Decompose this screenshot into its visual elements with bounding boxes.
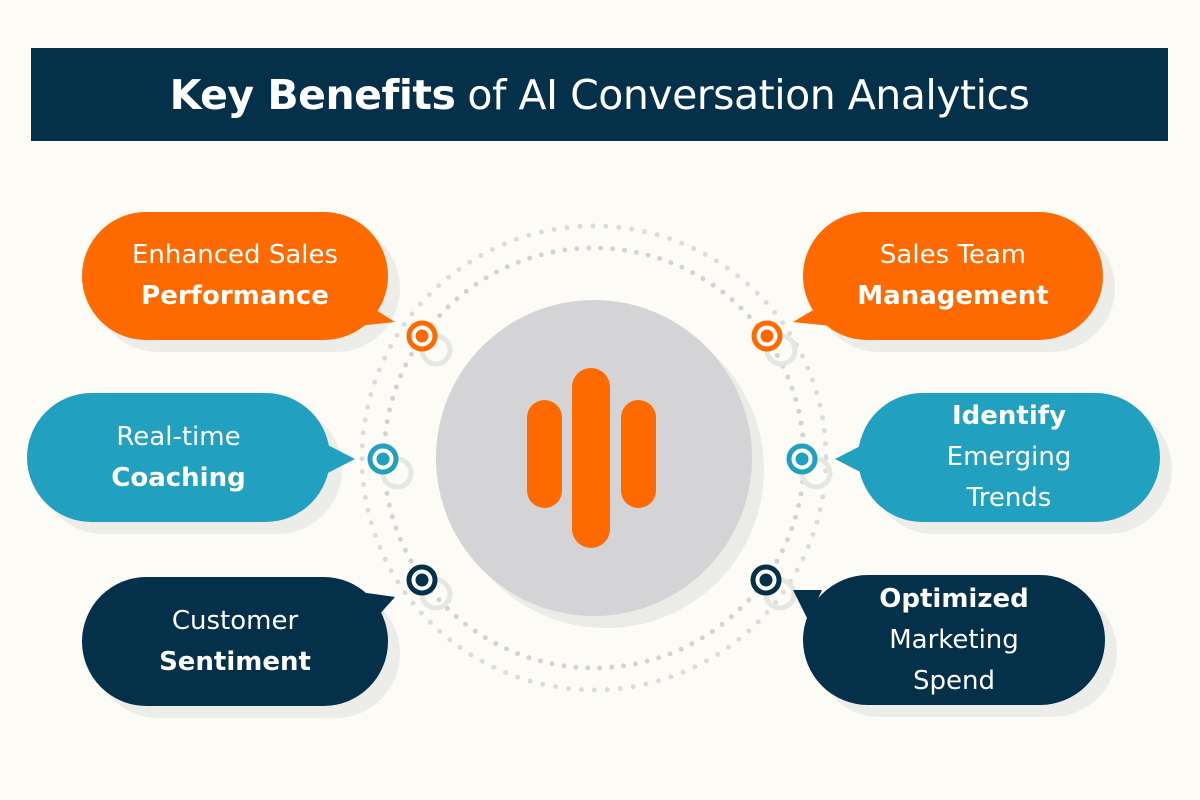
benefit-label-line: Real-time [116,421,241,452]
bubble-tail [793,590,822,620]
benefit-label: Real-time Coaching [27,393,330,522]
bubble-tail [345,590,395,625]
target-marker-center [760,329,774,343]
benefit-label-line: Customer [171,605,299,636]
benefit-label: Enhanced Sales Performance [82,212,388,340]
bubble-tail [835,440,872,478]
bubble-body [82,212,388,340]
analytics-bars-logo-icon [527,368,656,548]
target-marker-center [415,329,429,343]
title-bold: Key Benefits [169,70,456,119]
benefit-bubble [786,393,1172,534]
bubble-tail [793,300,850,328]
bubble-tail [340,300,395,328]
bubble-body [803,212,1103,340]
benefit-label-line: Performance [141,281,329,311]
benefit-label-line: Coaching [111,462,246,493]
target-marker-center [759,573,773,587]
logo-bar-middle [572,368,610,548]
benefit-label: Optimized Marketing Spend [803,575,1105,705]
bubble-body [803,575,1105,705]
benefit-label-line: Marketing [889,624,1019,655]
bubble-tail [318,440,355,478]
benefit-label-line: Spend [913,665,995,696]
benefit-label-line: Optimized [879,583,1029,614]
bubble-body [82,577,388,706]
benefit-label-line: Trends [966,483,1052,513]
benefit-bubble [750,564,1117,717]
benefit-label-line: Sales Team [879,240,1027,270]
benefit-label-line: Management [857,281,1049,311]
benefit-bubble [27,393,414,534]
title-regular: of AI Conversation Analytics [467,70,1030,119]
benefit-label-line: Enhanced Sales [131,240,339,270]
benefit-label: Customer Sentiment [82,577,388,706]
benefit-label-line: Emerging [946,442,1072,472]
benefit-bubble [751,212,1115,367]
target-marker-center [376,452,390,466]
bubble-body [27,393,330,522]
benefit-bubble [82,564,453,718]
logo-bar-right [621,400,656,508]
title-banner: Key Benefits of AI Conversation Analytic… [31,48,1168,141]
target-marker-center [415,573,429,587]
benefit-bubble [82,212,453,367]
dotted-ring-outer [359,223,829,693]
benefit-label: Sales Team Management [803,212,1103,340]
benefit-label-line: Sentiment [159,646,311,677]
benefit-label: Identify Emerging Trends [858,393,1160,522]
target-marker-center [795,452,809,466]
benefit-label-line: Identify [951,401,1067,431]
bubble-body [858,393,1160,522]
logo-bar-left [527,400,562,508]
